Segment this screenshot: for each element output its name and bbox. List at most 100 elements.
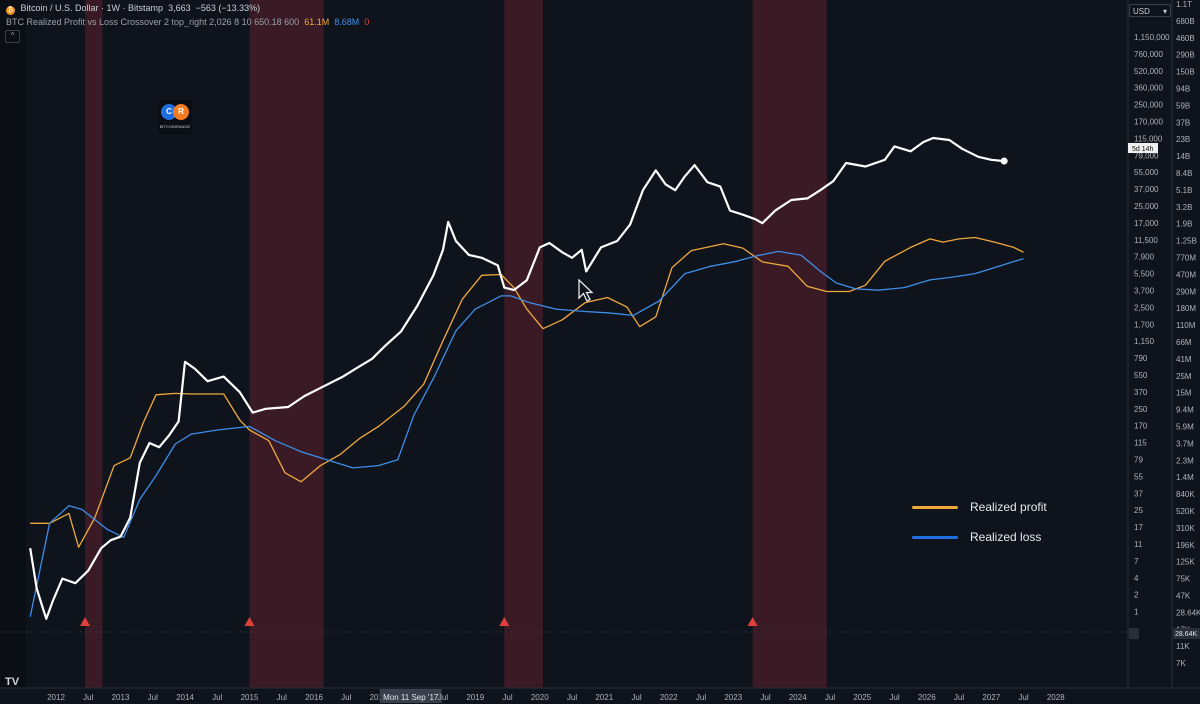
price-axis: 1,150,000 760,000 520,000 360,000 250,000 170… [1127,0,1200,704]
time-tick-label: Jul [567,693,577,702]
realized-tick-label: 37B [1176,118,1190,127]
series-line-2 [29,136,1005,620]
time-tick-label: Jul [889,693,899,702]
realized-tick-label: 290M [1176,287,1196,296]
realized-tick-label: 59B [1176,101,1190,110]
crossover-marker-3 [747,617,758,626]
price-tick-label: 25 [1134,506,1143,515]
realized-tick-label: 7K [1176,659,1186,668]
price-tick-label: 1 [1134,608,1139,617]
symbol-header: ₿ Bitcoin / U.S. Dollar · 1W · Bitstamp … [6,3,260,15]
price-tick-label: 360,000 [1134,84,1163,93]
realized-tick-label: 1.1T [1176,0,1192,9]
price-tick-label: 79,000 [1134,151,1159,160]
time-tick-label: 2025 [853,693,871,702]
price-tick-label: 115,000 [1134,134,1163,143]
price-tick-label: 2 [1134,591,1139,600]
realized-tick-label: 9.4M [1176,406,1194,415]
bear-band-0 [85,0,103,688]
time-tick-label: Jul [212,693,222,702]
bear-band-3 [752,0,827,688]
logo-caption: BITCOINRANGE [159,124,191,129]
realized-tick-label: 196K [1176,541,1195,550]
symbol-title[interactable]: Bitcoin / U.S. Dollar · 1W · Bitstamp [20,3,164,13]
realized-tick-label: 5.9M [1176,423,1194,432]
pre-history-shade [0,0,26,688]
realized-tick-label: 1.4M [1176,473,1194,482]
axis-panel [1128,0,1200,704]
realized-tick-label: 1.25B [1176,237,1197,246]
time-tick-label: Jul [438,693,448,702]
realized-tick-label: 680B [1176,17,1195,26]
indicator-zero-value: 0 [364,17,370,27]
time-tick-label: Jul [277,693,287,702]
chevron-down-icon: ▾ [1162,7,1167,16]
crosshair-date-tag [379,689,442,703]
realized-tick-label: 8.4B [1176,169,1192,178]
time-tick-label: 2016 [305,693,323,702]
realized-tick-label: 110M [1176,321,1196,330]
price-tick-label: 17 [1134,523,1143,532]
time-tick-label: Jul [631,693,641,702]
time-tick-label: 2020 [531,693,549,702]
time-tick-label: Jul [760,693,770,702]
price-tick-label: 55,000 [1134,168,1159,177]
series-line-0 [30,236,1024,548]
price-tick-label: 11 [1134,540,1143,549]
time-tick-label: Jul [954,693,964,702]
logo-mark-right: R [173,104,189,120]
indicator-header[interactable]: BTC Realized Profit vs Loss Crossover 2 … [6,17,369,27]
price-tick-label: 115 [1134,439,1147,448]
realized-tick-label: 66M [1176,338,1192,347]
time-tick-label: Jul [148,693,158,702]
realized-tick-label: 3.7M [1176,439,1194,448]
current-price-tag [1128,143,1158,153]
price-tick-label: 250 [1134,405,1148,414]
price-tick-label: 170 [1134,422,1148,431]
price-tick-label: 17,000 [1134,219,1159,228]
time-tick-label: 2022 [660,693,678,702]
realized-tick-label: 23B [1176,135,1190,144]
realized-tick-label: 520K [1176,507,1195,516]
realized-current-label: 28.64K [1175,631,1198,638]
tradingview-logo-icon[interactable]: TV [5,676,20,688]
realized-tick-label: 460B [1176,34,1195,43]
realized-tick-label: 28.64K [1176,608,1200,617]
bear-band-2 [504,0,543,688]
realized-tick-label: 15M [1176,389,1192,398]
realized-tick-label: 5.1B [1176,186,1192,195]
price-tick-label: 370 [1134,388,1148,397]
last-price: 3,663 [168,3,191,13]
realized-tick-label: 3.2B [1176,203,1192,212]
time-tick-label: 2015 [241,693,259,702]
price-tick-label: 2,500 [1134,303,1155,312]
collapse-chevron-icon[interactable]: ^ [5,30,20,43]
time-tick-label: 2027 [982,693,1000,702]
price-tick-label: 37,000 [1134,185,1159,194]
indicator-title[interactable]: BTC Realized Profit vs Loss Crossover 2 … [6,17,300,27]
time-tick-label: Jul [825,693,835,702]
price-tick-label: 7,900 [1134,253,1155,262]
price-tick-label: 170,000 [1134,118,1163,127]
realized-current-tag [1173,628,1200,639]
legend-label-profit: Realized profit [970,500,1047,514]
price-tick-label: 4 [1134,574,1139,583]
price-tick-label: 37 [1134,489,1143,498]
time-tick-label: Jul [502,693,512,702]
time-tick-label: 2013 [112,693,130,702]
channel-logo: C R BITCOINRANGE [158,100,192,134]
currency-label: USD [1133,7,1150,16]
price-tick-label: 5,500 [1134,270,1155,279]
currency-selector[interactable]: USD ▾ [1129,4,1171,17]
crossover-markers [80,617,758,626]
legend-item-profit: Realized profit [912,492,1047,522]
realized-tick-label: 290B [1176,51,1195,60]
price-tick-label: 11,500 [1134,236,1158,245]
time-tick-label: Jul [341,693,351,702]
price-tick-label: 55 [1134,472,1143,481]
crossover-marker-2 [499,617,510,626]
price-tick-label: 7 [1134,557,1139,566]
price-tick-label: 550 [1134,371,1148,380]
time-tick-label: 2019 [466,693,484,702]
